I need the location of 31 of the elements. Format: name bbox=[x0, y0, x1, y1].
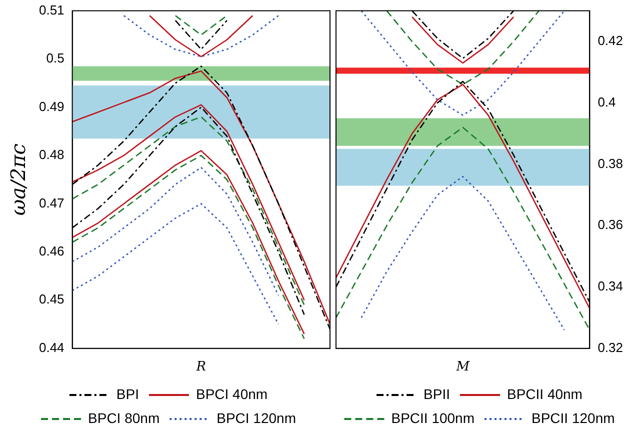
legend-label: BPCII 40nm bbox=[506, 386, 582, 402]
y-tick-label: 0.51 bbox=[38, 2, 64, 18]
y-tick-label: 0.45 bbox=[38, 292, 64, 307]
y-tick-label: 0.46 bbox=[38, 244, 64, 259]
line-series bbox=[360, 10, 565, 116]
line-series bbox=[72, 166, 280, 296]
y-tick-label: 0.5 bbox=[46, 50, 64, 66]
legend-label: BPCI 120nm bbox=[216, 410, 296, 426]
y2-tick-label: 0.42 bbox=[598, 33, 624, 48]
legend-label: BPCI 40nm bbox=[196, 386, 268, 402]
legend-label: BPII bbox=[424, 386, 450, 402]
y2-tick-label: 0.36 bbox=[598, 217, 624, 232]
y2-tick-label: 0.34 bbox=[598, 278, 624, 294]
legend-label: BPCII 120nm bbox=[532, 410, 615, 426]
y2-tick-label: 0.4 bbox=[598, 94, 616, 110]
y-tick-label: 0.49 bbox=[38, 98, 64, 114]
legend-label: BPCI 80nm bbox=[88, 410, 160, 426]
y2-tick-label: 0.32 bbox=[598, 340, 624, 355]
line-series bbox=[123, 14, 280, 58]
line-series bbox=[386, 10, 540, 86]
y-tick-label: 0.44 bbox=[38, 340, 64, 355]
y-tick-label: 0.47 bbox=[38, 195, 64, 210]
y2-tick-label: 0.38 bbox=[598, 156, 624, 171]
line-series bbox=[360, 176, 565, 331]
x-tick-label: M bbox=[455, 360, 470, 375]
y-axis-title: ωa/2πc bbox=[6, 144, 30, 216]
legend-label: BPCII 100nm bbox=[391, 410, 475, 426]
line-series bbox=[72, 203, 280, 325]
y-tick-label: 0.48 bbox=[38, 147, 64, 162]
x-tick-label: R bbox=[195, 360, 206, 375]
legend-label: BPI bbox=[116, 386, 139, 402]
